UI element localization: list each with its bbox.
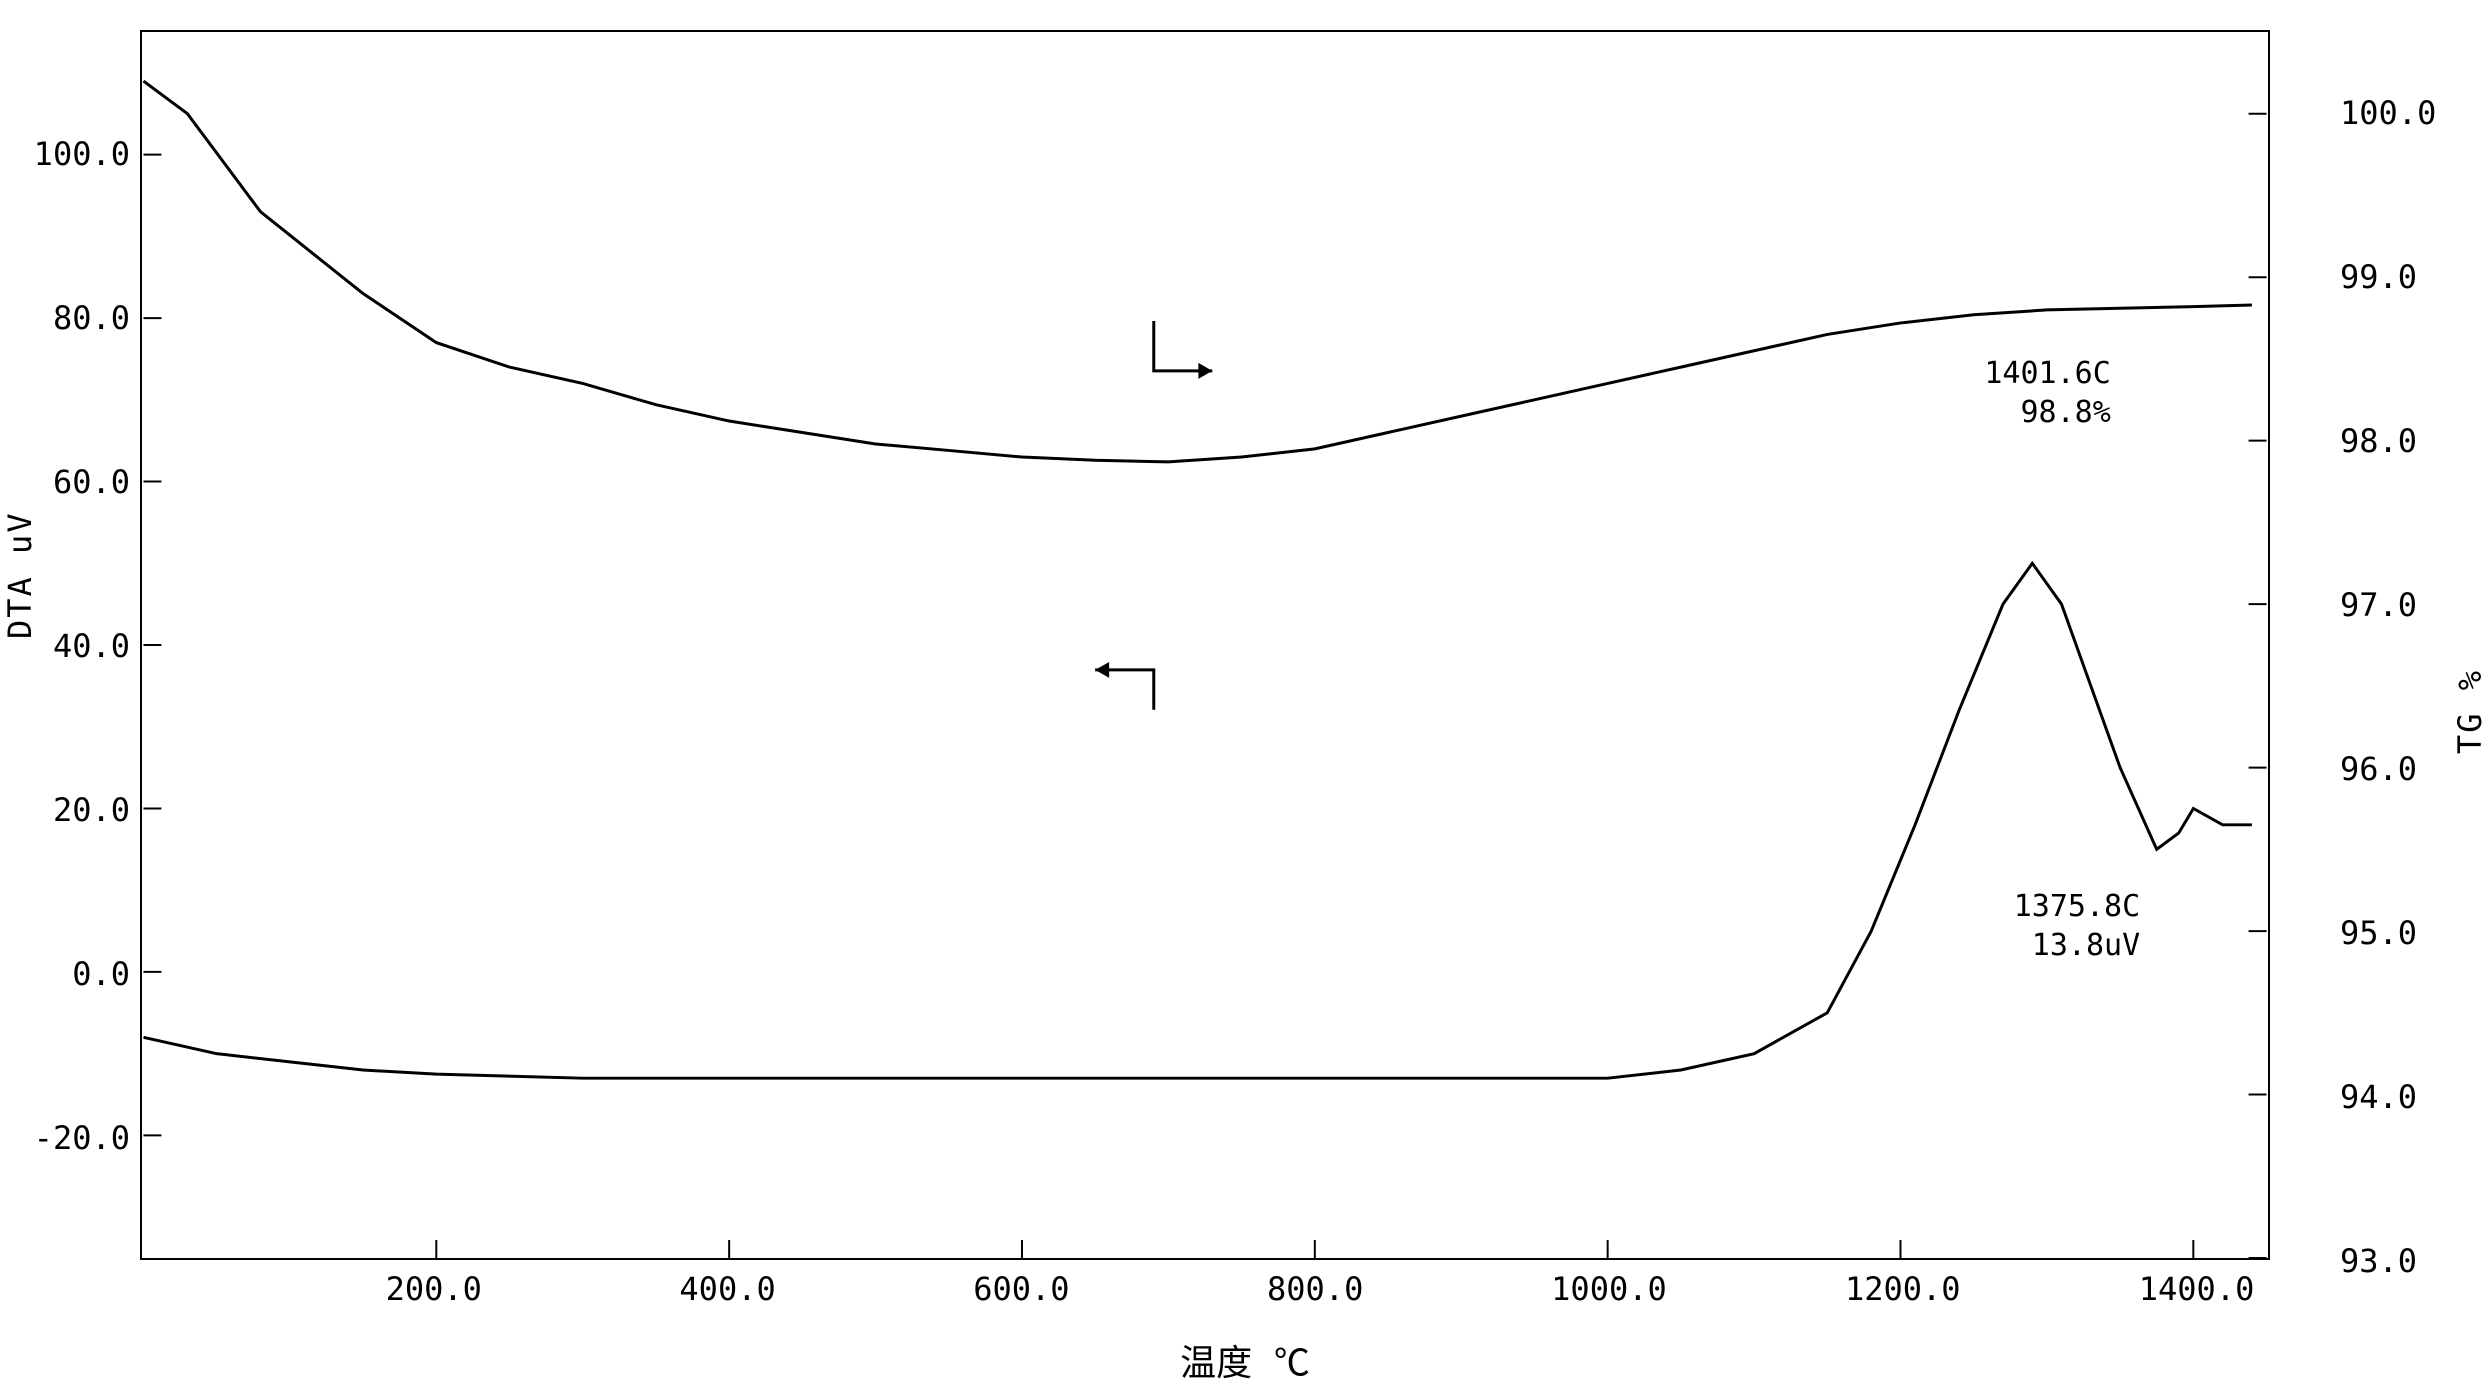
x-tick-label: 800.0 (1245, 1270, 1385, 1308)
x-tick-label: 600.0 (951, 1270, 1091, 1308)
tg-curve (143, 81, 2251, 462)
x-tick-label: 400.0 (658, 1270, 798, 1308)
y-left-tick-label: 60.0 (10, 463, 130, 501)
x-axis-label: 温度 ℃ (1180, 1334, 1310, 1386)
annotation-line2: 13.8uV (2014, 926, 2140, 965)
y-left-tick-label: 100.0 (10, 135, 130, 173)
y-left-tick-label: -20.0 (10, 1119, 130, 1157)
y-right-tick-label: 100.0 (2340, 94, 2480, 132)
plot-area (140, 30, 2270, 1260)
y-axis-left-label: DTA uV (1, 511, 39, 639)
y-right-tick-label: 98.0 (2340, 422, 2480, 460)
chart-container (140, 30, 2270, 1260)
x-tick-label: 1200.0 (1833, 1270, 1973, 1308)
y-left-tick-label: 40.0 (10, 627, 130, 665)
y-left-tick-label: 0.0 (10, 955, 130, 993)
y-left-tick-label: 80.0 (10, 299, 130, 337)
arrows (1095, 321, 1212, 710)
annotation-line1: 1401.6C (1984, 354, 2110, 393)
y-right-tick-label: 97.0 (2340, 586, 2480, 624)
y-right-tick-label: 95.0 (2340, 914, 2480, 952)
dta-curve (143, 563, 2251, 1078)
chart-svg (142, 32, 2268, 1258)
chart-annotation: 1401.6C98.8% (1984, 354, 2110, 432)
chart-annotation: 1375.8C13.8uV (2014, 887, 2140, 965)
y-right-tick-label: 99.0 (2340, 258, 2480, 296)
annotation-line1: 1375.8C (2014, 887, 2140, 926)
x-tick-label: 1400.0 (2127, 1270, 2267, 1308)
tick-marks (143, 114, 2266, 1258)
y-right-tick-label: 94.0 (2340, 1078, 2480, 1116)
x-tick-label: 200.0 (364, 1270, 504, 1308)
y-right-tick-label: 93.0 (2340, 1242, 2480, 1280)
annotation-line2: 98.8% (1984, 393, 2110, 432)
y-left-tick-label: 20.0 (10, 791, 130, 829)
y-axis-right-label: TG % (2451, 669, 2489, 754)
x-tick-label: 1000.0 (1539, 1270, 1679, 1308)
y-right-tick-label: 96.0 (2340, 750, 2480, 788)
